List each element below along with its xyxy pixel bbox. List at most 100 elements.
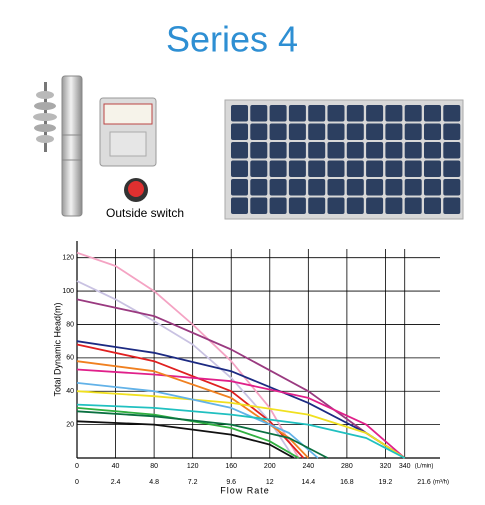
head-curve (76, 390, 406, 459)
page-title: Series 4 (166, 19, 298, 60)
x-tick-label: 340 (399, 463, 411, 470)
solar-cell (385, 123, 403, 140)
y-axis-label: Total Dynamic Head(m) (52, 302, 62, 396)
head-curve (76, 343, 305, 459)
solar-cell (385, 142, 403, 159)
y-tick-label: 60 (66, 355, 74, 362)
x-tick-label: 80 (150, 463, 158, 470)
solar-cell (404, 123, 422, 140)
x2-tick-label: 4.8 (149, 479, 159, 486)
solar-cell (231, 142, 248, 159)
head-curve (76, 407, 300, 459)
head-curve (76, 251, 300, 459)
solar-cell (250, 179, 268, 196)
x-unit: (L/min) (415, 464, 434, 470)
solar-cell (288, 105, 306, 122)
solar-cell (346, 179, 364, 196)
solar-cell (424, 197, 441, 214)
head-curve (76, 368, 406, 459)
x2-tick-label: 7.2 (188, 479, 198, 486)
solar-cell (424, 160, 441, 177)
solar-cell (346, 105, 364, 122)
solar-cell (288, 160, 306, 177)
solar-cell (269, 142, 287, 159)
solar-cell (250, 142, 268, 159)
y-tick-label: 40 (66, 388, 74, 395)
solar-cell (385, 105, 403, 122)
solar-cell (308, 197, 326, 214)
solar-cell (327, 142, 345, 159)
controller-image (99, 97, 157, 202)
solar-cell (346, 142, 364, 159)
head-curve (76, 360, 309, 459)
solar-cell (443, 105, 461, 122)
solar-cell (308, 160, 326, 177)
head-curve (76, 403, 406, 459)
solar-cell (443, 197, 461, 214)
solar-cell (288, 179, 306, 196)
x-tick-label: 240 (302, 463, 314, 470)
solar-cell (288, 123, 306, 140)
solar-cell (269, 160, 287, 177)
x2-tick-label: 2.4 (111, 479, 121, 486)
solar-cell (231, 197, 248, 214)
x-tick-label: 160 (225, 463, 237, 470)
solar-cell (404, 197, 422, 214)
head-curve (76, 298, 406, 459)
solar-cell (366, 179, 384, 196)
switch-caption: Outside switch (106, 206, 184, 220)
solar-cell (250, 105, 268, 122)
solar-cell (424, 105, 441, 122)
solar-cell (250, 160, 268, 177)
solar-cell (327, 160, 345, 177)
x-tick-label: 40 (112, 463, 120, 470)
solar-cell (269, 197, 287, 214)
solar-cell (366, 160, 384, 177)
solar-panel-image (224, 99, 464, 220)
solar-cell (346, 197, 364, 214)
x-tick-label: 280 (341, 463, 353, 470)
solar-cell (366, 123, 384, 140)
x2-tick-label: 16.8 (340, 479, 354, 486)
solar-cell (385, 179, 403, 196)
solar-cell (443, 160, 461, 177)
solar-cell (385, 160, 403, 177)
solar-cell (366, 105, 384, 122)
head-curve (76, 420, 295, 459)
x2-tick-label: 12 (266, 479, 274, 486)
solar-cell (308, 105, 326, 122)
head-curve (76, 382, 319, 459)
y-tick-label: 80 (66, 321, 74, 328)
x2-tick-label: 9.6 (226, 479, 236, 486)
solar-cell (308, 142, 326, 159)
solar-cell (424, 123, 441, 140)
solar-cell (231, 123, 248, 140)
solar-cell (250, 197, 268, 214)
solar-cell (443, 142, 461, 159)
solar-cell (424, 179, 441, 196)
y-tick-label: 120 (62, 255, 74, 262)
solar-cell (327, 197, 345, 214)
solar-cell (308, 179, 326, 196)
x2-unit: (m³/h) (433, 480, 449, 486)
solar-cell (385, 197, 403, 214)
solar-cell (327, 105, 345, 122)
x-tick-label: 320 (380, 463, 392, 470)
x-axis-label: Flow Rate (220, 485, 270, 495)
solar-cell (288, 142, 306, 159)
head-curve (76, 410, 329, 459)
solar-cell (366, 197, 384, 214)
solar-cell (443, 179, 461, 196)
solar-cell (269, 179, 287, 196)
x2-tick-label: 19.2 (379, 479, 393, 486)
solar-cell (269, 123, 287, 140)
solar-cell (269, 105, 287, 122)
x-tick-label: 0 (75, 463, 79, 470)
solar-cell (231, 105, 248, 122)
solar-cell (327, 123, 345, 140)
solar-cell (404, 105, 422, 122)
solar-cell (404, 160, 422, 177)
x2-tick-label: 0 (75, 479, 79, 486)
solar-cell (231, 179, 248, 196)
